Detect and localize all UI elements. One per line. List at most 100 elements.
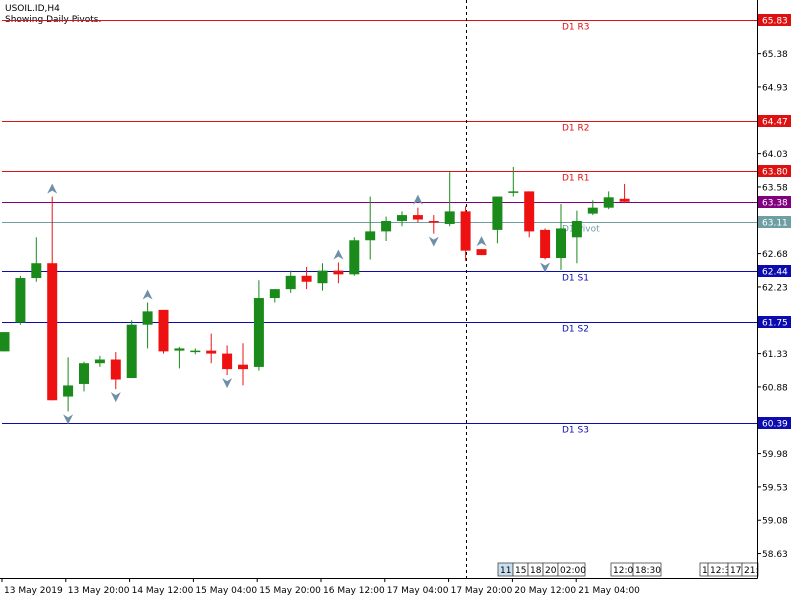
price-label-text: 63.11 (762, 219, 788, 229)
fractal-down-arrow-icon (63, 414, 74, 425)
fractal-up-arrow-icon (142, 289, 153, 300)
price-tick-label: 58.63 (762, 550, 788, 560)
candle-bull (317, 270, 328, 284)
fractal-down-arrow-icon (110, 392, 121, 403)
candle-bear (412, 215, 423, 220)
candle-bull (365, 231, 376, 241)
pivot-label: D1 S3 (562, 426, 589, 436)
price-tick-label: 62.68 (762, 250, 788, 260)
pivot-label: D1 R3 (562, 23, 590, 33)
pivot-label: D1 R1 (562, 174, 590, 184)
price-label-box (758, 165, 791, 177)
time-tick-label: 15 May 20:00 (259, 586, 321, 596)
candle-bear (47, 263, 58, 401)
candle-bull (603, 197, 614, 208)
price-tick-label: 59.53 (762, 483, 788, 493)
price-label-text: 65.83 (762, 17, 788, 27)
candle-bull (508, 191, 519, 193)
time-range-label: 1 (702, 566, 708, 576)
candle-bear (222, 353, 233, 370)
candle-bull (126, 324, 137, 379)
candle-bull (492, 196, 503, 230)
time-range-label: 12:0 (613, 566, 633, 576)
price-label-box (758, 417, 791, 429)
candle-bull (349, 240, 360, 275)
price-tick-label: 59.98 (762, 450, 788, 460)
candle-bull (587, 207, 598, 214)
time-tick-label: 17 May 20:00 (451, 586, 513, 596)
pivot-label: D1 S1 (562, 274, 589, 284)
candle-bull (63, 385, 74, 397)
price-label-text: 61.75 (762, 319, 788, 329)
time-tick-label: 21 May 04:00 (578, 586, 640, 596)
price-tick-label: 60.88 (762, 383, 788, 393)
candle-bear (301, 275, 312, 282)
candle-bull (142, 311, 153, 325)
candle-bear (206, 350, 217, 354)
time-tick-label: 13 May 2019 (4, 586, 63, 596)
candle-bull (444, 211, 455, 224)
candle-bear (428, 221, 439, 223)
price-label-box (758, 14, 791, 26)
candle-bear (619, 198, 630, 202)
candle-bull (174, 348, 185, 351)
fractal-up-arrow-icon (333, 249, 344, 260)
fractal-down-arrow-icon (222, 378, 233, 389)
time-range-label: 15: (515, 566, 529, 576)
price-label-text: 63.38 (762, 199, 788, 209)
candle-bull (94, 359, 105, 364)
price-tick-label: 62.23 (762, 283, 788, 293)
pivot-label: D1 R2 (562, 124, 590, 134)
candle-bear (238, 364, 248, 370)
candle-bull (269, 289, 280, 299)
time-range-label: 18:30 (635, 566, 661, 576)
time-tick-label: 20 May 12:00 (514, 586, 576, 596)
time-range-label: 12:3 (710, 566, 730, 576)
time-range-box[interactable] (557, 562, 586, 577)
candle-bear (158, 309, 169, 352)
fractal-down-arrow-icon (540, 262, 551, 273)
candle-bull (556, 228, 566, 259)
fractal-up-arrow-icon (412, 194, 423, 205)
candle-bull (253, 298, 264, 367)
candle-bear (476, 249, 487, 256)
time-tick-label: 17 May 04:00 (387, 586, 449, 596)
candle-bull (31, 263, 42, 279)
price-label-text: 60.39 (762, 420, 788, 430)
fractal-down-arrow-icon (428, 236, 439, 247)
price-label-text: 63.80 (762, 168, 788, 178)
price-label-text: 64.47 (762, 118, 788, 128)
fractal-up-arrow-icon (47, 183, 58, 194)
candle-bear (524, 191, 535, 232)
candle-bull (79, 363, 89, 384)
time-tick-label: 14 May 12:00 (132, 586, 194, 596)
price-tick-label: 59.08 (762, 517, 788, 527)
candle-bear (333, 270, 344, 275)
price-label-box (758, 216, 791, 228)
candle-bull (381, 221, 392, 232)
price-label-box (758, 265, 791, 277)
pivot-label: D1 S2 (562, 325, 589, 335)
candle-bull (285, 275, 296, 290)
price-label-box (758, 196, 791, 208)
time-range-label: 17 (730, 566, 741, 576)
time-range-label: 18: (530, 566, 544, 576)
candle-bull (0, 332, 10, 352)
price-tick-label: 61.33 (762, 350, 788, 360)
fractal-up-arrow-icon (476, 236, 487, 247)
candle-bear (110, 359, 121, 380)
time-tick-label: 16 May 12:00 (323, 586, 385, 596)
price-label-box (758, 115, 791, 127)
time-range-label: 21: (744, 566, 758, 576)
price-tick-label: 64.03 (762, 150, 788, 160)
candle-bull (190, 350, 201, 353)
symbol-title: USOIL.ID,H4 (5, 4, 60, 14)
time-range-label: 20: (545, 566, 559, 576)
candle-bear (460, 211, 471, 251)
time-range-box[interactable] (632, 562, 662, 577)
candle-bear (540, 229, 551, 259)
time-tick-label: 15 May 04:00 (195, 586, 257, 596)
candle-bull (397, 215, 407, 222)
time-tick-label: 13 May 20:00 (68, 586, 130, 596)
